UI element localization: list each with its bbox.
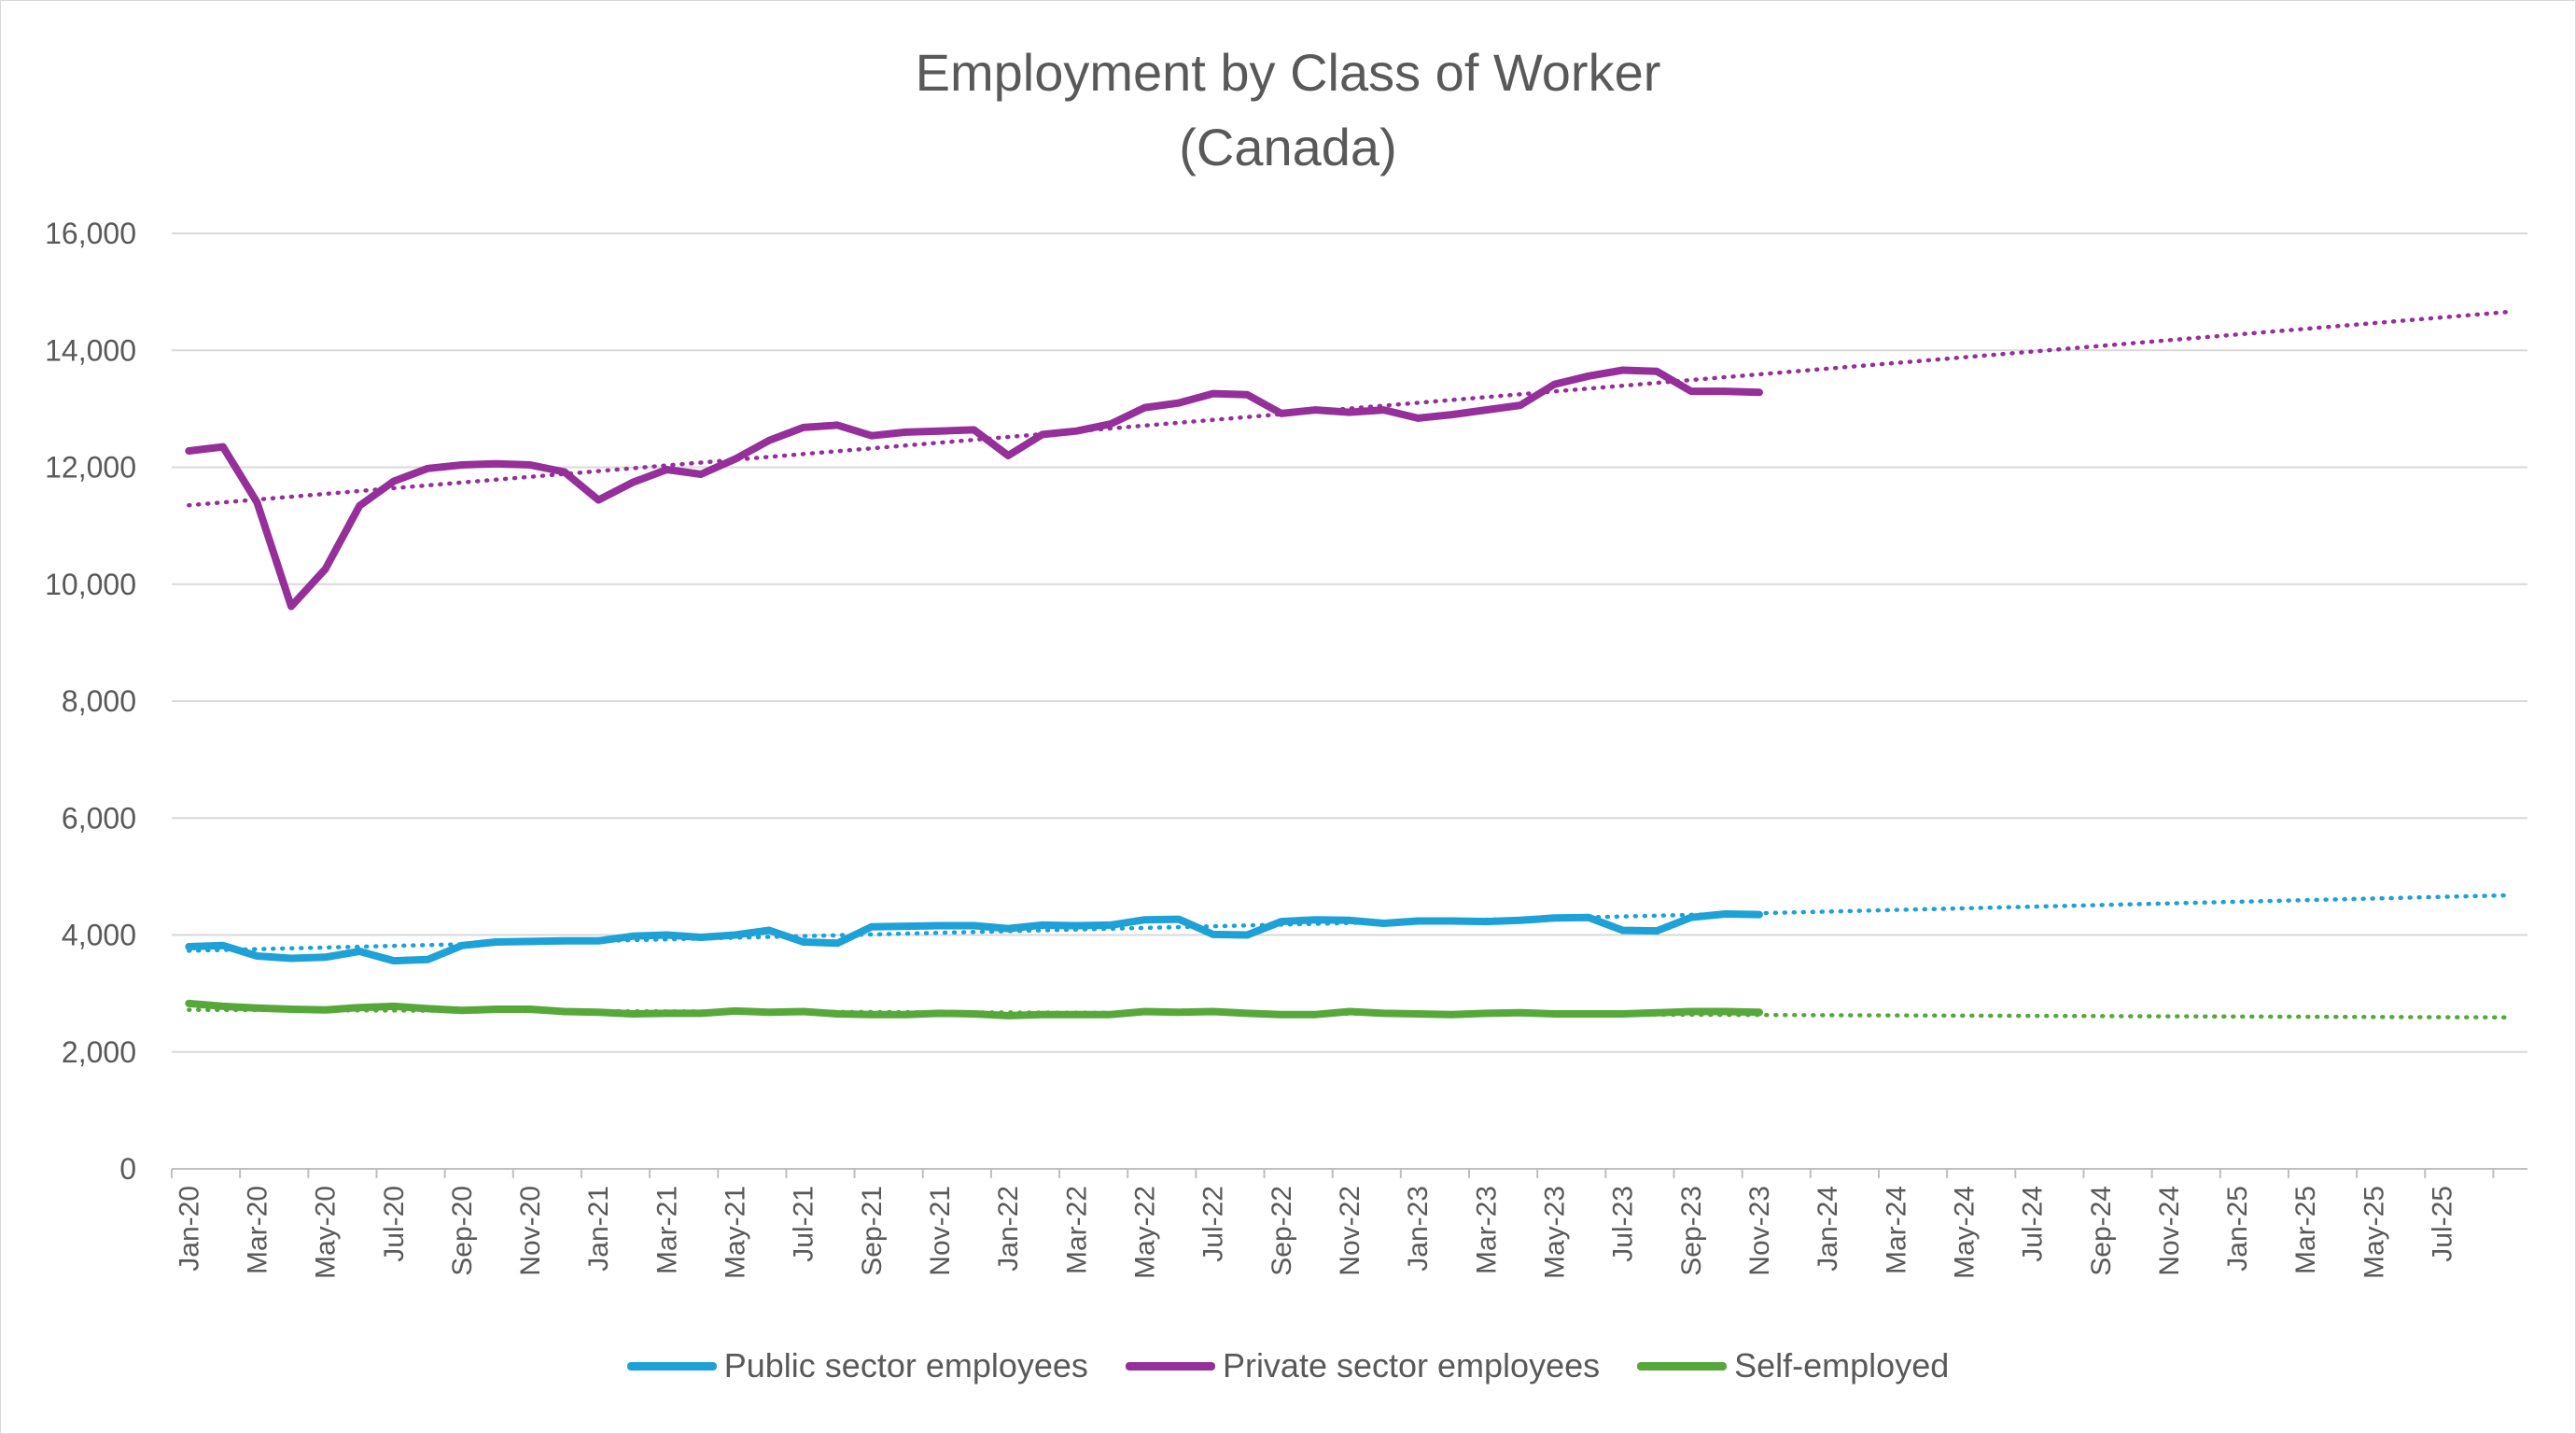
x-axis: Jan-20 Mar-20 May-20 Jul-20 Sep-20 Nov-20 Jan-… bbox=[171, 1168, 2527, 1279]
x-tick-label: May-23 bbox=[1539, 1186, 1570, 1279]
x-tick-label: Jan-25 bbox=[2222, 1186, 2253, 1272]
x-tick-label: May-24 bbox=[1949, 1186, 1980, 1279]
y-tick-label: 8,000 bbox=[62, 684, 136, 718]
x-tick-label: Mar-24 bbox=[1881, 1186, 1911, 1274]
legend-swatch bbox=[1125, 1361, 1215, 1371]
x-tick-label: Jan-23 bbox=[1403, 1186, 1434, 1272]
x-tick-label: Mar-20 bbox=[242, 1186, 273, 1274]
series-line bbox=[185, 999, 1763, 1019]
x-tick-label: Mar-23 bbox=[1471, 1186, 1502, 1274]
x-tick-label: Nov-22 bbox=[1335, 1186, 1365, 1276]
chart-title-block: Employment by Class of Worker (Canada) bbox=[0, 35, 2576, 185]
legend: Public sector employees Private sector em… bbox=[0, 1346, 2576, 1385]
gridlines bbox=[172, 232, 2527, 1053]
y-tick-label: 2,000 bbox=[62, 1035, 136, 1069]
y-tick-label: 10,000 bbox=[45, 568, 136, 601]
x-tick-label: Mar-25 bbox=[2290, 1186, 2321, 1274]
x-tick-label: Sep-21 bbox=[857, 1186, 888, 1276]
x-tick-label: Sep-20 bbox=[447, 1186, 478, 1276]
x-tick-label: Sep-24 bbox=[2086, 1186, 2117, 1276]
x-tick-label: Jul-23 bbox=[1608, 1186, 1639, 1262]
x-tick-label: Jan-22 bbox=[993, 1186, 1024, 1272]
series-line bbox=[185, 910, 1763, 965]
series-line bbox=[185, 366, 1763, 611]
y-tick-label: 0 bbox=[119, 1152, 136, 1186]
x-tick-label: Jul-24 bbox=[2018, 1186, 2049, 1262]
trendline bbox=[187, 309, 2513, 508]
x-tick-label: Nov-20 bbox=[515, 1186, 546, 1276]
trendlines bbox=[187, 309, 2513, 1020]
x-tick-label: May-21 bbox=[721, 1186, 751, 1279]
x-tick-label: Mar-21 bbox=[651, 1186, 682, 1274]
x-tick-label: May-25 bbox=[2359, 1186, 2389, 1279]
trendline bbox=[187, 1007, 2513, 1020]
x-tick-label: Jan-21 bbox=[583, 1186, 614, 1272]
x-tick-label: Jul-22 bbox=[1198, 1186, 1229, 1262]
legend-label: Private sector employees bbox=[1222, 1346, 1601, 1385]
x-tick-label: Jan-24 bbox=[1813, 1186, 1843, 1272]
legend-item: Public sector employees bbox=[626, 1346, 1088, 1385]
chart-title: Employment by Class of Worker bbox=[915, 43, 1661, 102]
x-tick-label: Jul-21 bbox=[789, 1186, 819, 1262]
legend-item: Private sector employees bbox=[1125, 1346, 1601, 1385]
legend-item: Self-employed bbox=[1637, 1346, 1949, 1385]
x-tick-label: Nov-23 bbox=[1744, 1186, 1775, 1276]
y-tick-label: 12,000 bbox=[45, 451, 136, 485]
x-tick-label: May-20 bbox=[311, 1186, 342, 1279]
x-tick-label: Nov-24 bbox=[2154, 1186, 2185, 1276]
series-lines bbox=[185, 366, 1763, 1019]
legend-swatch bbox=[626, 1361, 717, 1371]
legend-label: Public sector employees bbox=[723, 1346, 1088, 1385]
y-tick-label: 4,000 bbox=[62, 919, 136, 952]
x-tick-label: Jan-20 bbox=[174, 1186, 204, 1272]
x-tick-label: Mar-22 bbox=[1061, 1186, 1092, 1274]
chart-subtitle: (Canada) bbox=[1179, 118, 1397, 176]
x-tick-label: Sep-22 bbox=[1267, 1186, 1297, 1276]
y-tick-label: 14,000 bbox=[45, 333, 136, 367]
x-tick-label: Sep-23 bbox=[1676, 1186, 1707, 1276]
x-tick-label: Nov-21 bbox=[925, 1186, 956, 1276]
legend-swatch bbox=[1637, 1361, 1728, 1371]
y-tick-label: 6,000 bbox=[62, 801, 136, 835]
x-tick-label: Jul-20 bbox=[379, 1186, 410, 1262]
y-tick-label: 16,000 bbox=[45, 217, 136, 250]
x-tick-label: May-22 bbox=[1130, 1186, 1161, 1279]
y-axis-ticks: 0 2,000 4,000 6,000 8,000 10,000 12,000 14,000 1… bbox=[45, 217, 136, 1186]
x-tick-label: Jul-25 bbox=[2428, 1186, 2458, 1262]
legend-label: Self-employed bbox=[1734, 1346, 1950, 1385]
